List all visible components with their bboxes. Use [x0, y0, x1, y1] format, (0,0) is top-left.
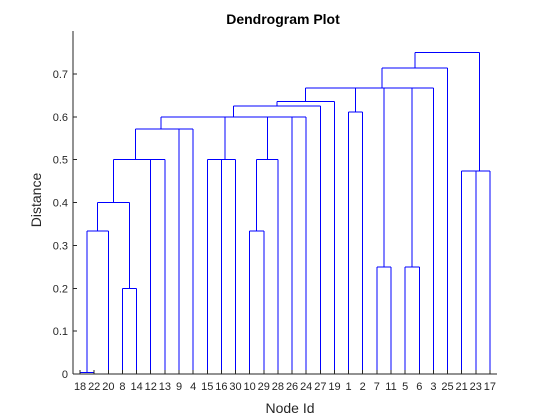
y-tick-label: 0.5 — [53, 155, 68, 167]
x-tick-label: 11 — [385, 381, 396, 393]
x-tick-label: 23 — [470, 381, 482, 393]
x-tick-label: 5 — [402, 381, 408, 393]
x-tick-label: 24 — [300, 381, 312, 393]
y-axis-label: Distance — [28, 173, 44, 228]
y-tick-label: 0.7 — [53, 69, 68, 81]
link-V — [461, 170, 477, 374]
x-axis-ticks: 18 22 20 8 14 12 13 9 4 15 16 30 10 29 28 26 24 27 19 1 2 7 11… — [74, 370, 496, 393]
link-M — [160, 116, 307, 374]
link-W — [468, 170, 491, 374]
x-tick-label: 2 — [360, 381, 366, 393]
y-tick-label: 0.3 — [53, 240, 68, 252]
x-tick-label: 15 — [201, 381, 213, 393]
x-tick-label: 28 — [272, 381, 284, 393]
x-tick-label: 27 — [314, 381, 326, 393]
x-tick-label: 16 — [215, 381, 227, 393]
link-J — [214, 159, 237, 374]
link-R — [376, 266, 392, 374]
x-tick-label: 13 — [159, 381, 171, 393]
x-tick-label: 26 — [286, 381, 298, 393]
x-tick-label: 12 — [145, 381, 157, 393]
x-tick-label: 7 — [374, 381, 380, 393]
link-T — [330, 87, 434, 374]
x-tick-label: 14 — [130, 381, 142, 393]
link-U — [381, 67, 449, 374]
y-axis-ticks: 0 0.1 0.2 0.3 0.4 0.5 0.6 0.7 — [53, 69, 77, 381]
link-L — [256, 159, 279, 374]
link-P — [348, 111, 364, 374]
y-tick-label: 0.6 — [53, 112, 68, 124]
x-tick-label: 9 — [176, 381, 182, 393]
x-tick-label: 10 — [244, 381, 256, 393]
x-tick-label: 19 — [328, 381, 340, 393]
dendrogram-links — [79, 51, 491, 374]
link-D — [97, 202, 131, 289]
link-E — [150, 159, 166, 374]
chart-title: Dendrogram Plot — [226, 11, 340, 27]
x-tick-label: 21 — [456, 381, 468, 393]
x-tick-label: 4 — [190, 381, 196, 393]
y-tick-label: 0.2 — [53, 283, 68, 295]
y-tick-label: 0.1 — [53, 326, 68, 338]
x-tick-label: 17 — [484, 381, 496, 393]
link-I — [206, 159, 222, 374]
link-X — [414, 51, 480, 171]
x-tick-label: 1 — [346, 381, 352, 393]
link-C — [121, 287, 138, 374]
x-tick-label: 22 — [88, 381, 100, 393]
x-tick-label: 29 — [258, 381, 270, 393]
x-tick-label: 18 — [74, 381, 86, 393]
x-tick-label: 30 — [229, 381, 241, 393]
x-tick-label: 8 — [119, 381, 125, 393]
link-S — [404, 266, 420, 374]
link-B — [86, 230, 109, 374]
x-tick-label: 25 — [441, 381, 453, 393]
link-K — [249, 230, 265, 374]
x-tick-label: 20 — [102, 381, 114, 393]
x-tick-label: 6 — [416, 381, 422, 393]
y-tick-label: 0.4 — [53, 198, 68, 210]
link-N — [233, 105, 321, 374]
link-Q — [305, 87, 357, 113]
y-tick-label: 0 — [62, 369, 68, 381]
x-tick-label: 3 — [430, 381, 436, 393]
x-axis-label: Node Id — [265, 400, 314, 416]
link-G — [178, 128, 194, 374]
